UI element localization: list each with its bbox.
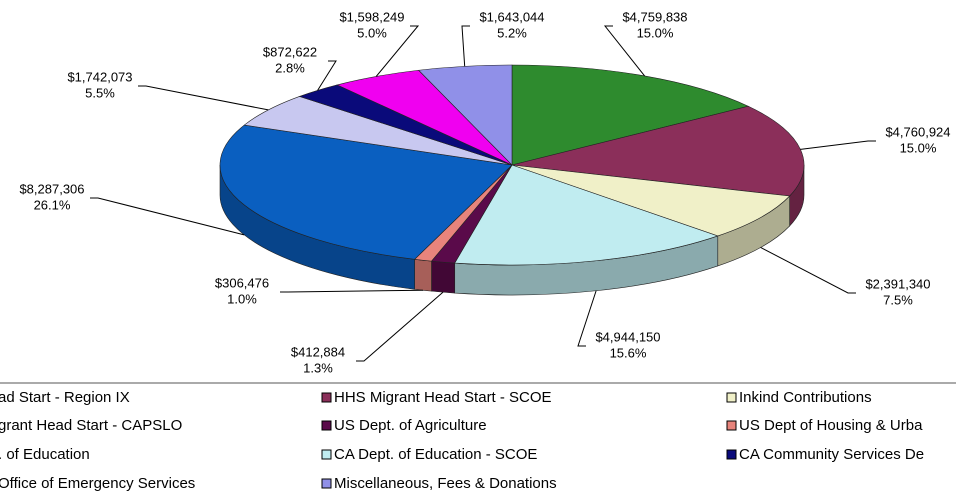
pie-slice	[417, 64, 513, 166]
legend-label: CA Community Services De	[739, 446, 924, 463]
legend-marker	[321, 449, 332, 460]
share-label: 5.2%	[497, 25, 527, 40]
leader-line	[603, 25, 646, 77]
share-label: 15.0%	[637, 25, 674, 40]
legend-marker	[726, 449, 737, 460]
legend-label: US Dept. of Agriculture	[334, 417, 487, 434]
legend-label: Office of Emergency Services	[0, 475, 195, 492]
share-label: 1.3%	[303, 360, 333, 375]
value-label: $306,476	[215, 275, 269, 290]
leader-line	[760, 246, 856, 294]
legend-label: ad Start - Region IX	[0, 389, 130, 406]
value-label: $1,598,249	[339, 9, 404, 24]
value-label: $412,884	[291, 344, 345, 359]
value-label: $4,759,838	[622, 9, 687, 24]
value-label: $4,944,150	[595, 329, 660, 344]
share-label: 26.1%	[34, 197, 71, 212]
legend-label: CA Dept. of Education - SCOE	[334, 446, 537, 463]
legend-marker	[726, 392, 737, 403]
legend-marker	[321, 478, 332, 489]
leader-line	[800, 140, 876, 150]
share-label: 5.5%	[85, 85, 115, 100]
legend-label: US Dept of Housing & Urba	[739, 417, 923, 434]
value-label: $1,643,044	[479, 9, 544, 24]
share-label: 15.0%	[900, 140, 937, 155]
value-label: $872,622	[263, 44, 317, 59]
leader-line	[317, 60, 337, 91]
value-label: $8,287,306	[19, 181, 84, 196]
legend-label: . of Education	[0, 446, 90, 463]
leader-line	[375, 25, 420, 77]
pie-slice	[511, 105, 805, 197]
leader-line	[90, 197, 245, 236]
pie-side	[431, 260, 456, 294]
pie-slice	[511, 64, 750, 166]
legend-label: Miscellaneous, Fees & Donations	[334, 475, 557, 492]
share-label: 7.5%	[883, 292, 913, 307]
legend-label: Inkind Contributions	[739, 389, 872, 406]
value-label: $4,760,924	[885, 124, 950, 139]
leader-line	[280, 289, 424, 293]
leader-line	[138, 85, 269, 111]
legend-marker	[321, 392, 332, 403]
value-label: $2,391,340	[865, 276, 930, 291]
pie-slice	[454, 164, 719, 266]
share-label: 2.8%	[275, 60, 305, 75]
pie-slice	[511, 164, 791, 237]
leader-line	[461, 25, 470, 67]
legend-label: grant Head Start - CAPSLO	[0, 417, 182, 434]
legend-label: HHS Migrant Head Start - SCOE	[334, 389, 552, 406]
leader-line	[356, 291, 444, 362]
value-label: $1,742,073	[67, 69, 132, 84]
legend-marker	[321, 420, 332, 431]
legend-marker	[726, 420, 737, 431]
share-label: 15.6%	[610, 345, 647, 360]
share-label: 1.0%	[227, 291, 257, 306]
pie-slice	[219, 124, 513, 260]
share-label: 5.0%	[357, 25, 387, 40]
leader-line	[577, 290, 597, 347]
pie-side	[414, 258, 432, 292]
